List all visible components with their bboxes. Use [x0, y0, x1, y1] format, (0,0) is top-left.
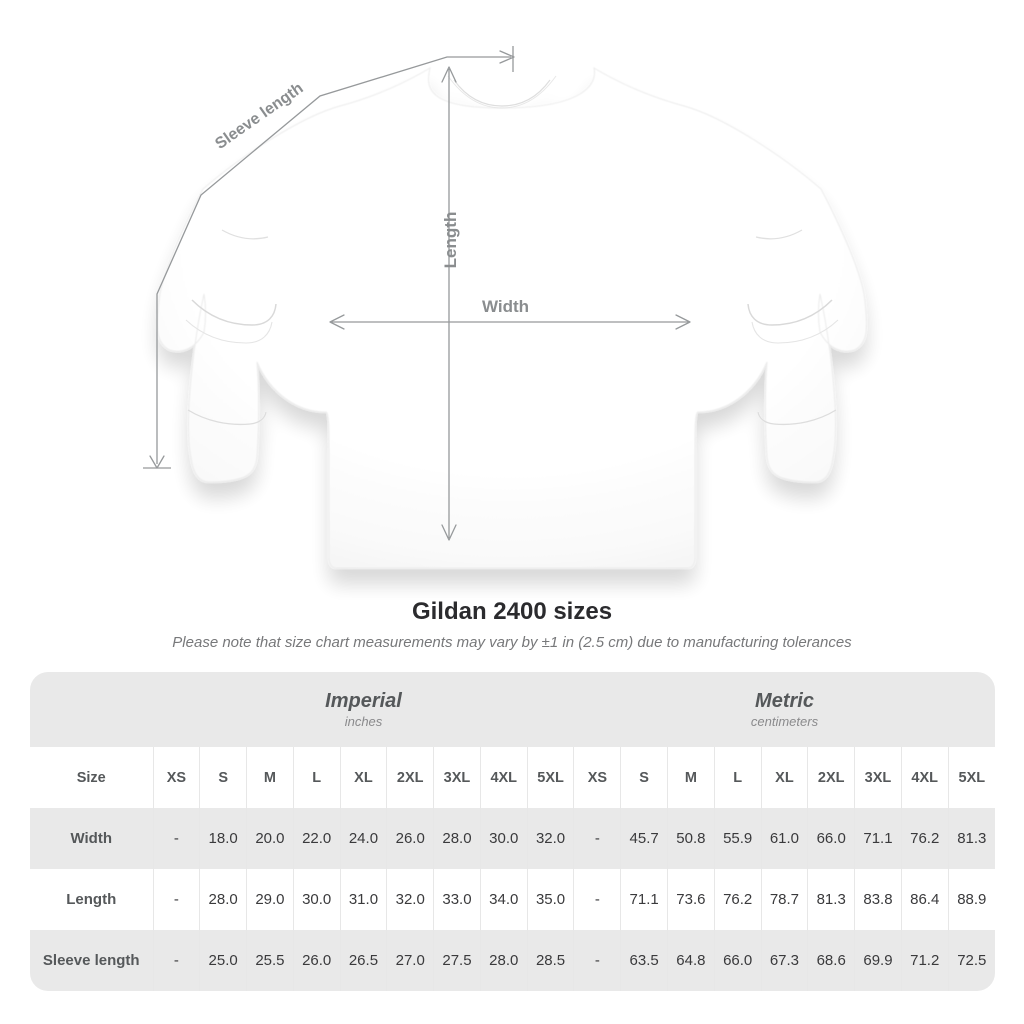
svg-text:Length: Length — [441, 212, 460, 269]
svg-text:Width: Width — [482, 297, 529, 316]
